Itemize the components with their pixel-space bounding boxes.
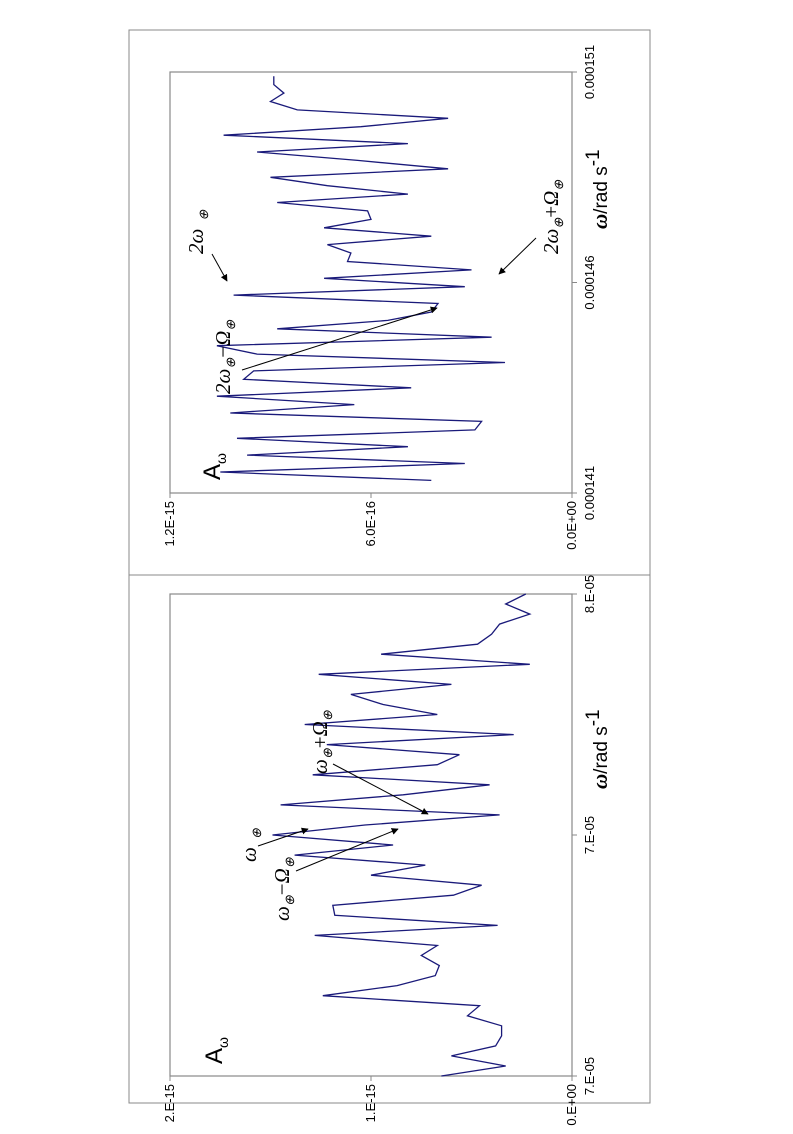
svg-text:ω⊕: ω⊕ <box>237 828 264 862</box>
svg-text:2ω⊕+Ω⊕: 2ω⊕+Ω⊕ <box>539 180 566 254</box>
annotation-two-omega-plus-upper: 2ω⊕+Ω⊕ <box>498 180 566 275</box>
x-axis-upper: 0.000141 0.000146 0.000151 <box>572 45 597 520</box>
chart-lower: 0.E+00 1.E-15 2.E-15 7.E-05 7.E-05 8.E-05 Aω… <box>162 575 612 1126</box>
chart-upper: 0.0E+006.0E-161.2E-15 0.0001410.0001460.… <box>162 45 612 550</box>
x-tick-label-upper-2: 0.000151 <box>582 45 597 99</box>
y-axis-lower: 0.E+00 1.E-15 2.E-15 <box>162 1076 579 1126</box>
y-tick-label-lower-1: 1.E-15 <box>363 1084 378 1122</box>
y-tick-label-upper-0: 0.0E+00 <box>564 501 579 550</box>
annotation-two-omega-minus-upper: 2ω⊕−Ω⊕ <box>211 306 438 394</box>
series-line-upper <box>216 76 506 482</box>
x-tick-label-upper-0: 0.000141 <box>582 466 597 520</box>
svg-text:2ω⊕: 2ω⊕ <box>184 210 211 254</box>
svg-text:ω⊕−Ω⊕: ω⊕−Ω⊕ <box>270 857 297 921</box>
annotation-two-omega-upper: 2ω⊕ <box>184 210 228 282</box>
x-axis-title-lower: ω/rad s-1 <box>583 709 612 789</box>
amplitude-label-lower: Aω <box>201 1037 231 1064</box>
y-tick-label-lower-0: 0.E+00 <box>564 1084 579 1126</box>
x-axis-lower: 7.E-05 7.E-05 8.E-05 <box>572 575 597 1095</box>
amplitude-label-upper: Aω <box>199 453 229 480</box>
x-tick-label-upper-1: 0.000146 <box>582 255 597 309</box>
x-tick-label-lower-2: 8.E-05 <box>582 575 597 613</box>
svg-text:2ω⊕−Ω⊕: 2ω⊕−Ω⊕ <box>211 320 238 394</box>
x-axis-title-upper: ω/rad s-1 <box>583 149 612 229</box>
annotation-omega-lower: ω⊕ <box>237 827 309 862</box>
panel-upper-frame <box>128 29 651 576</box>
y-axis-upper: 0.0E+00 6.0E-16 1.2E-15 <box>162 493 579 550</box>
svg-text:ω⊕+Ω⊕: ω⊕+Ω⊕ <box>308 710 335 774</box>
x-tick-label-lower-0: 7.E-05 <box>582 1057 597 1095</box>
y-tick-label-lower-2: 2.E-15 <box>162 1084 177 1122</box>
plot-area-lower <box>169 593 573 1077</box>
series-line-lower <box>272 593 532 1077</box>
y-tick-label-upper-1: 6.0E-16 <box>363 501 378 547</box>
x-tick-label-lower-1: 7.E-05 <box>582 816 597 854</box>
annotation-omega-plus-lower: ω⊕+Ω⊕ <box>308 710 429 815</box>
y-tick-label-upper-2: 1.2E-15 <box>162 501 177 547</box>
annotation-omega-minus-lower: ω⊕−Ω⊕ <box>270 828 399 921</box>
